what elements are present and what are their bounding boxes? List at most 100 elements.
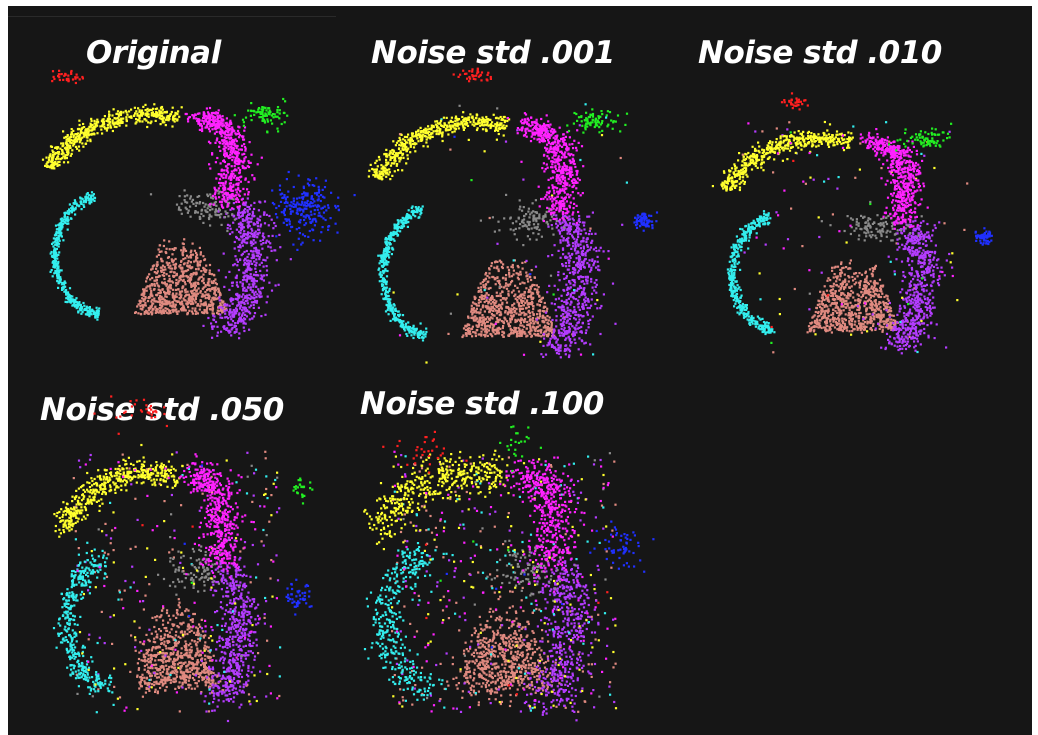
point-blue bbox=[281, 192, 284, 195]
point-salmon bbox=[177, 310, 180, 313]
point-yellow bbox=[167, 119, 170, 122]
point-magenta bbox=[230, 149, 233, 152]
point-cyan bbox=[55, 247, 58, 250]
point-salmon bbox=[519, 333, 522, 336]
point-yellow bbox=[166, 115, 169, 118]
point-purple bbox=[573, 308, 576, 311]
point-purple bbox=[573, 284, 576, 287]
point-blue bbox=[298, 196, 301, 199]
point-salmon bbox=[168, 277, 171, 280]
point-purple bbox=[569, 256, 572, 259]
point-salmon bbox=[192, 284, 195, 287]
point-cyan bbox=[92, 310, 95, 313]
point-cyan bbox=[390, 234, 393, 237]
point-salmon bbox=[479, 288, 482, 291]
point-magenta bbox=[215, 177, 218, 180]
point-purple bbox=[567, 268, 570, 271]
point-purple bbox=[246, 275, 249, 278]
point-purple bbox=[259, 295, 262, 298]
point-salmon bbox=[480, 324, 483, 327]
point-purple bbox=[580, 293, 583, 297]
point-cyan bbox=[418, 209, 421, 213]
point-salmon bbox=[146, 311, 149, 314]
point-yellow bbox=[141, 120, 144, 123]
point-blue bbox=[323, 196, 326, 199]
point-purple bbox=[254, 274, 257, 277]
point-purple bbox=[234, 310, 237, 313]
point-purple bbox=[566, 312, 569, 315]
point-salmon bbox=[171, 248, 174, 251]
point-green bbox=[277, 130, 280, 133]
point-purple bbox=[243, 296, 246, 299]
point-salmon bbox=[143, 310, 146, 314]
point-blue bbox=[353, 194, 356, 197]
point-purple bbox=[230, 318, 233, 321]
point-salmon bbox=[184, 257, 187, 260]
point-salmon bbox=[474, 334, 477, 338]
point-magenta bbox=[214, 141, 217, 144]
point-yellow bbox=[115, 125, 118, 129]
point-salmon bbox=[142, 294, 145, 297]
point-salmon bbox=[499, 314, 502, 317]
point-magenta bbox=[231, 193, 234, 196]
point-purple bbox=[577, 230, 580, 233]
point-yellow bbox=[148, 108, 152, 111]
point-salmon bbox=[212, 312, 215, 315]
point-yellow bbox=[102, 122, 105, 125]
point-cyan bbox=[68, 294, 71, 297]
point-red bbox=[64, 73, 67, 76]
point-purple bbox=[578, 217, 581, 220]
point-purple bbox=[584, 254, 587, 257]
point-purple bbox=[568, 261, 571, 264]
point-blue bbox=[311, 184, 314, 187]
point-magenta bbox=[194, 113, 197, 117]
point-salmon bbox=[513, 302, 516, 305]
point-salmon bbox=[477, 311, 480, 314]
point-salmon bbox=[198, 263, 201, 266]
point-magenta bbox=[236, 182, 239, 185]
point-magenta bbox=[237, 178, 240, 182]
point-blue bbox=[307, 214, 310, 217]
point-salmon bbox=[514, 318, 517, 321]
point-salmon bbox=[154, 279, 157, 282]
point-yellow bbox=[165, 118, 168, 121]
point-blue bbox=[284, 218, 287, 221]
point-salmon bbox=[523, 294, 526, 297]
point-purple bbox=[558, 331, 561, 335]
point-purple bbox=[561, 263, 564, 266]
point-purple bbox=[230, 328, 233, 331]
point-salmon bbox=[143, 289, 146, 292]
point-purple bbox=[243, 250, 246, 254]
point-purple bbox=[565, 330, 568, 333]
point-cyan bbox=[74, 200, 77, 203]
point-yellow bbox=[146, 125, 149, 129]
point-purple bbox=[573, 317, 576, 320]
point-cyan bbox=[77, 302, 80, 305]
point-purple bbox=[576, 233, 580, 236]
point-salmon bbox=[172, 304, 175, 307]
point-salmon bbox=[141, 297, 144, 300]
point-purple bbox=[224, 312, 227, 315]
point-cyan bbox=[83, 205, 86, 208]
point-purple bbox=[228, 311, 231, 314]
point-purple bbox=[555, 352, 559, 355]
point-cyan bbox=[70, 298, 73, 301]
point-blue bbox=[286, 218, 289, 221]
point-purple bbox=[252, 253, 255, 256]
point-yellow bbox=[61, 149, 64, 152]
point-salmon bbox=[510, 309, 513, 313]
point-yellow bbox=[54, 158, 58, 161]
point-red bbox=[76, 76, 79, 79]
point-purple bbox=[572, 219, 575, 222]
point-magenta bbox=[230, 122, 233, 125]
point-purple bbox=[573, 332, 576, 335]
point-salmon bbox=[517, 326, 520, 330]
point-magenta bbox=[211, 152, 214, 155]
point-salmon bbox=[472, 307, 475, 310]
point-purple bbox=[567, 252, 570, 255]
point-yellow bbox=[120, 117, 123, 120]
point-green bbox=[261, 117, 264, 120]
point-yellow bbox=[67, 150, 70, 153]
point-salmon bbox=[161, 310, 164, 313]
point-yellow bbox=[173, 120, 176, 123]
